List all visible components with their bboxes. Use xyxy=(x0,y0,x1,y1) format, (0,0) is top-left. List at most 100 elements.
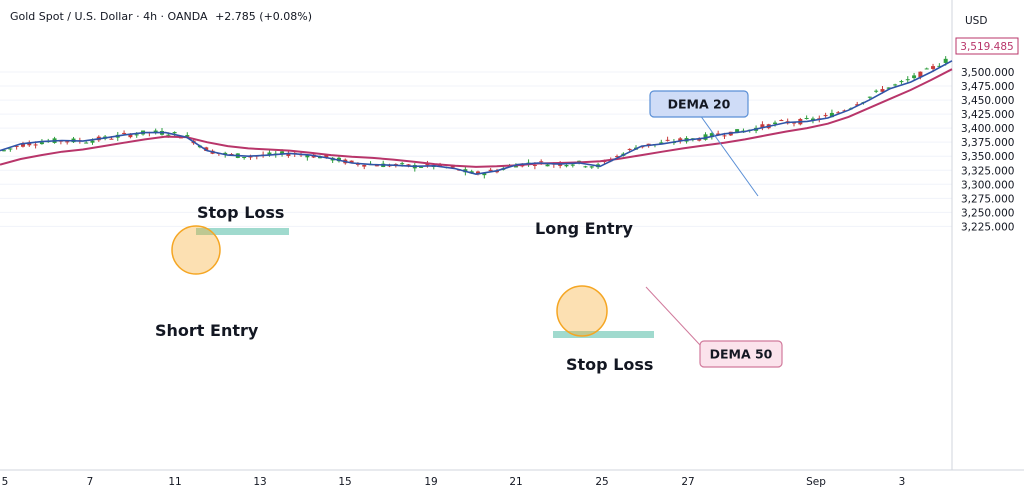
candle-body xyxy=(836,112,841,114)
stop-loss-zone-bottom xyxy=(553,331,654,338)
x-tick-label: 15 xyxy=(338,476,351,488)
candle-body xyxy=(153,130,158,133)
x-tick-label: 19 xyxy=(424,476,437,488)
candle-body xyxy=(362,164,367,167)
y-tick-label: 3,350.000 xyxy=(961,151,1014,163)
candle-body xyxy=(615,156,620,158)
candle-body xyxy=(899,81,904,83)
candle-body xyxy=(229,154,234,156)
candle-body xyxy=(539,161,544,163)
dema50-line xyxy=(0,68,953,168)
candle-body xyxy=(912,75,917,79)
candle-body xyxy=(324,155,329,158)
candle-body xyxy=(172,132,177,134)
candle-body xyxy=(305,155,310,158)
candle-body xyxy=(570,164,575,166)
candle-body xyxy=(545,164,550,167)
x-tick-labels: 5 7 11 13 15 19 21 25 27 Sep 3 xyxy=(2,476,906,488)
x-tick-label: 27 xyxy=(681,476,694,488)
candle-body xyxy=(532,164,537,166)
x-tick-label: Sep xyxy=(806,476,826,488)
x-tick-label: 21 xyxy=(509,476,522,488)
candle-body xyxy=(886,87,891,89)
x-tick-label: 3 xyxy=(899,476,906,488)
candle-body xyxy=(27,142,32,146)
candle-body xyxy=(286,153,291,156)
candle-body xyxy=(482,173,487,176)
x-tick-label: 7 xyxy=(87,476,94,488)
y-tick-label: 3,250.000 xyxy=(961,207,1014,219)
candle-body xyxy=(722,135,727,137)
y-tick-label: 3,225.000 xyxy=(961,221,1014,233)
candle-body xyxy=(810,118,815,121)
candle-body xyxy=(90,140,95,143)
y-tick-label: 3,475.000 xyxy=(961,81,1014,93)
x-tick-label: 13 xyxy=(253,476,266,488)
chart-header: Gold Spot / U.S. Dollar · 4h · OANDA +2.… xyxy=(10,10,312,23)
y-tick-label: 3,275.000 xyxy=(961,193,1014,205)
candle-body xyxy=(893,84,898,86)
candle-body xyxy=(166,134,171,136)
candle-body xyxy=(564,164,569,167)
candle-body xyxy=(400,163,405,165)
dema50-callout-text: DEMA 50 xyxy=(710,347,773,362)
candle-body xyxy=(84,142,89,144)
candle-body xyxy=(223,152,228,155)
candle-body xyxy=(8,148,13,150)
candle-body xyxy=(867,96,872,98)
last-price-tag xyxy=(955,37,1019,55)
candle-body xyxy=(773,122,778,125)
candle-body xyxy=(716,133,721,135)
stop-loss-zone-top xyxy=(196,228,289,235)
candle-body xyxy=(931,66,936,69)
candle-body xyxy=(918,71,923,78)
candle-body xyxy=(880,89,885,92)
candle-body xyxy=(905,79,910,81)
candle-body xyxy=(678,138,683,141)
candle-body xyxy=(450,166,455,168)
y-tick-label: 3,375.000 xyxy=(961,137,1014,149)
price-change: +2.785 (+0.08%) xyxy=(215,10,313,23)
long-entry-label: Long Entry xyxy=(535,219,633,238)
candle-body xyxy=(280,151,285,154)
y-tick-label: 3,425.000 xyxy=(961,109,1014,121)
candle-body xyxy=(627,148,632,150)
candle-body xyxy=(134,134,139,136)
candle-body xyxy=(665,139,670,141)
candle-body xyxy=(349,160,354,163)
candle-body xyxy=(735,129,740,134)
candle-body xyxy=(14,145,19,147)
short-entry-circle xyxy=(171,225,221,275)
short-entry-label: Short Entry xyxy=(155,321,259,340)
candle-body xyxy=(248,156,253,158)
candle-body xyxy=(697,139,702,141)
short-entry-label-bg xyxy=(72,312,262,346)
candle-body xyxy=(937,65,942,67)
candle-body xyxy=(792,122,796,124)
candle-body xyxy=(425,163,430,166)
candle-body xyxy=(488,169,493,171)
y-tick-label: 3,500.000 xyxy=(961,67,1014,79)
dema20-callout-text: DEMA 20 xyxy=(668,97,731,112)
x-tick-label: 25 xyxy=(595,476,608,488)
y-tick-label: 3,450.000 xyxy=(961,95,1014,107)
candle-body xyxy=(874,90,879,92)
y-tick-label: 3,300.000 xyxy=(961,179,1014,191)
candle-body xyxy=(779,120,784,122)
candles xyxy=(2,56,948,179)
candle-body xyxy=(829,112,834,118)
candle-body xyxy=(760,124,765,128)
candle-body xyxy=(943,58,948,63)
candle-body xyxy=(33,144,38,146)
candle-body xyxy=(267,152,272,156)
candle-body xyxy=(419,166,424,168)
candle-body xyxy=(823,115,828,117)
candle-body xyxy=(65,141,70,143)
dema20-line xyxy=(0,60,953,176)
last-price-text: 3,519.485 xyxy=(960,41,1013,53)
candle-body xyxy=(128,134,133,138)
axes: USD xyxy=(0,0,1024,471)
dema50-callout xyxy=(699,340,783,368)
